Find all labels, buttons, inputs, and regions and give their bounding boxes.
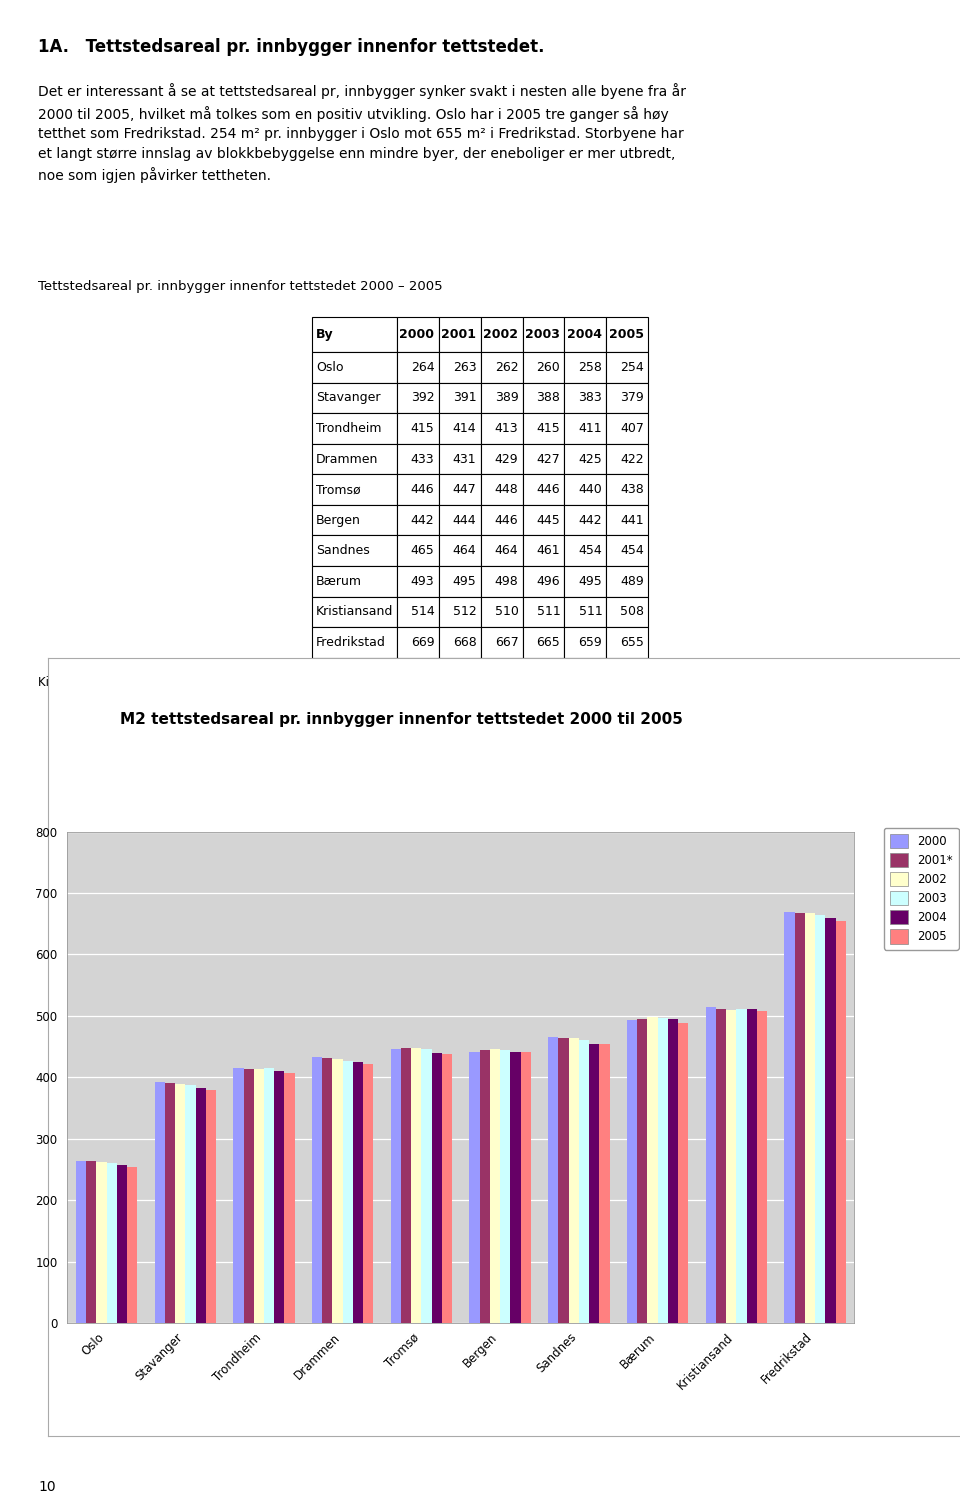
Text: Tettstedsareal pr. innbygger innenfor tettstedet 2000 – 2005: Tettstedsareal pr. innbygger innenfor te… — [38, 280, 443, 293]
Bar — [432, 1052, 442, 1323]
Bar — [165, 1083, 175, 1323]
Bar — [442, 1054, 452, 1323]
Bar — [127, 1167, 137, 1323]
Bar — [500, 1049, 511, 1323]
Bar — [520, 1052, 531, 1323]
Bar — [589, 1045, 599, 1323]
Text: 1A. Tettstedsareal pr. innbygger innenfor tettstedet.: 1A. Tettstedsareal pr. innbygger innenfo… — [38, 38, 545, 56]
Bar — [658, 1019, 668, 1323]
Bar — [275, 1070, 284, 1323]
Bar — [678, 1022, 688, 1323]
Bar — [826, 918, 835, 1323]
Bar — [637, 1019, 647, 1323]
Bar — [815, 915, 826, 1323]
Bar — [804, 913, 815, 1323]
Bar — [196, 1087, 205, 1323]
Bar — [716, 1009, 726, 1323]
Bar — [343, 1061, 353, 1323]
Bar — [726, 1010, 736, 1323]
Bar — [411, 1048, 421, 1323]
Bar — [835, 921, 846, 1323]
Bar — [155, 1083, 165, 1323]
Bar — [332, 1060, 343, 1323]
Legend: 2000, 2001*, 2002, 2003, 2004, 2005: 2000, 2001*, 2002, 2003, 2004, 2005 — [884, 827, 958, 950]
Bar — [490, 1049, 500, 1323]
Text: 10: 10 — [38, 1480, 56, 1494]
Bar — [756, 1012, 767, 1323]
Bar — [284, 1074, 295, 1323]
Bar — [469, 1051, 480, 1323]
Bar — [559, 1037, 568, 1323]
Bar — [175, 1084, 185, 1323]
Bar — [480, 1051, 490, 1323]
Text: Kilde: SSB: Kilde: SSB — [38, 676, 98, 689]
Bar — [76, 1161, 86, 1323]
Bar — [599, 1045, 610, 1323]
Bar — [747, 1009, 756, 1323]
Text: M2 tettstedsareal pr. innbygger innenfor tettstedet 2000 til 2005: M2 tettstedsareal pr. innbygger innenfor… — [120, 712, 684, 727]
Bar — [205, 1090, 216, 1323]
Bar — [253, 1069, 264, 1323]
Bar — [264, 1067, 275, 1323]
Bar — [627, 1021, 637, 1323]
Bar — [185, 1084, 196, 1323]
Bar — [511, 1051, 520, 1323]
Bar — [86, 1161, 96, 1323]
Bar — [647, 1018, 658, 1323]
Bar — [312, 1057, 323, 1323]
Bar — [353, 1061, 363, 1323]
Bar — [401, 1048, 411, 1323]
Bar — [421, 1049, 432, 1323]
Bar — [568, 1037, 579, 1323]
Bar — [244, 1069, 253, 1323]
Bar — [795, 913, 804, 1323]
Bar — [548, 1037, 559, 1323]
Bar — [784, 912, 795, 1323]
Bar — [363, 1064, 373, 1323]
Bar — [323, 1058, 332, 1323]
Bar — [117, 1164, 127, 1323]
Bar — [391, 1049, 401, 1323]
Bar — [579, 1040, 589, 1323]
Bar — [668, 1019, 678, 1323]
Text: Det er interessant å se at tettstedsareal pr, innbygger synker svakt i nesten al: Det er interessant å se at tettstedsarea… — [38, 83, 686, 183]
Bar — [96, 1163, 107, 1323]
Bar — [107, 1163, 117, 1323]
Bar — [706, 1007, 716, 1323]
Bar — [233, 1067, 244, 1323]
Bar — [736, 1009, 747, 1323]
